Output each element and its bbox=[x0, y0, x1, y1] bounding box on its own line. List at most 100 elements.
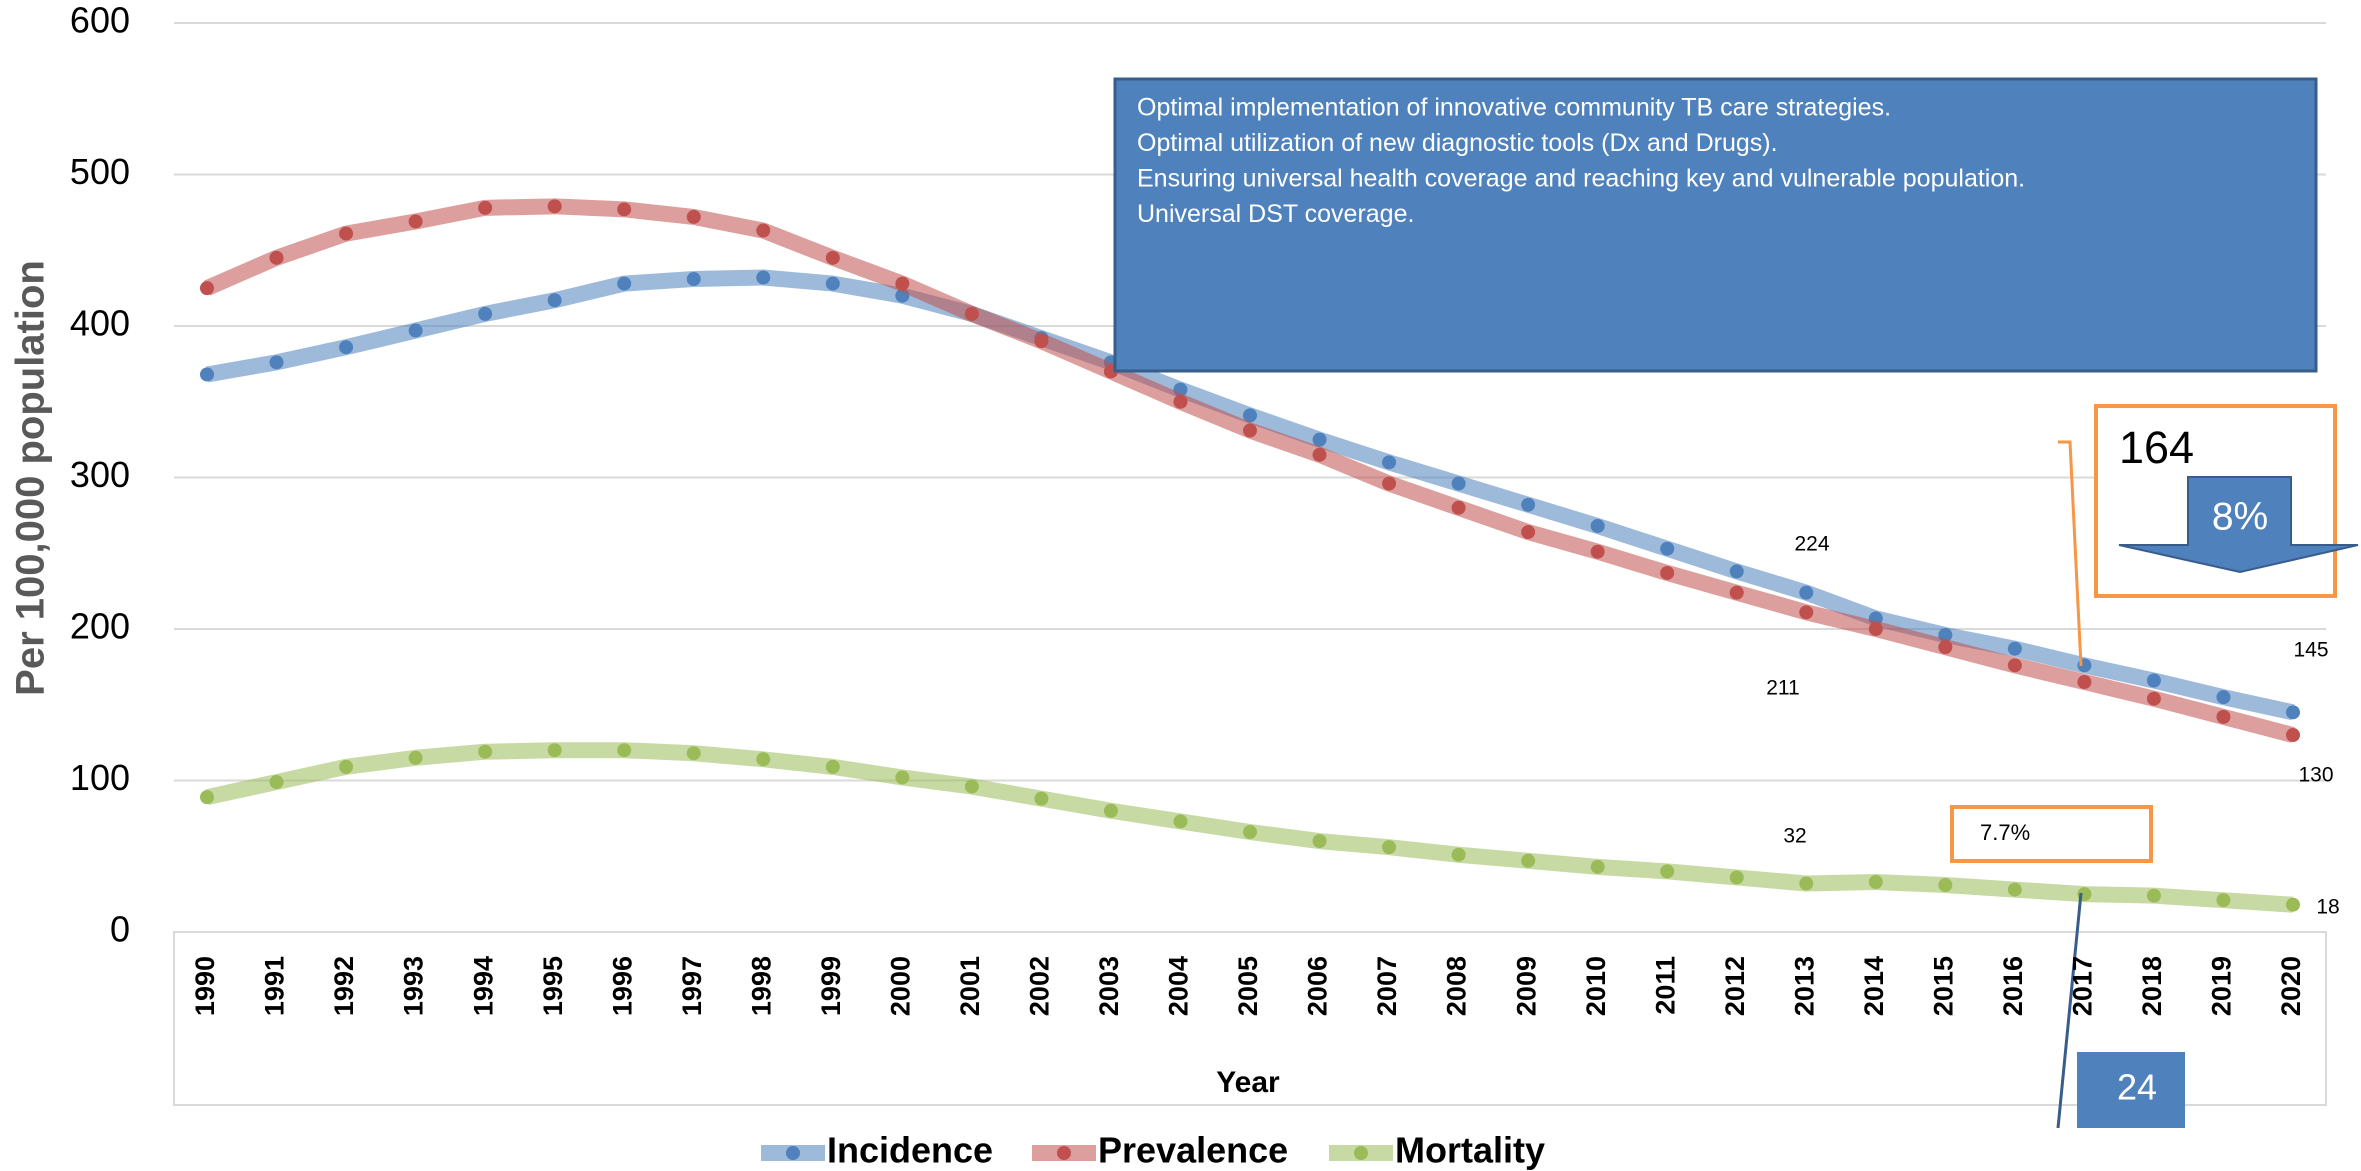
y-tick-label: 600 bbox=[70, 0, 130, 41]
y-tick-label: 300 bbox=[70, 454, 130, 495]
data-point bbox=[2146, 691, 2161, 706]
y-tick-label: 0 bbox=[110, 909, 130, 950]
data-point bbox=[1382, 455, 1397, 470]
data-point bbox=[617, 743, 632, 758]
x-tick-label: 1990 bbox=[190, 956, 220, 1016]
x-tick-label: 1997 bbox=[677, 956, 707, 1016]
callout-box bbox=[2077, 1052, 2185, 1128]
data-point bbox=[1034, 334, 1049, 349]
data-point bbox=[1382, 476, 1397, 491]
data-point bbox=[2216, 690, 2231, 705]
legend-marker bbox=[786, 1146, 800, 1160]
x-tick-label: 2013 bbox=[1789, 956, 1819, 1016]
data-label: 130 bbox=[2298, 764, 2333, 787]
x-tick-label: 2001 bbox=[955, 956, 985, 1016]
data-point bbox=[1173, 394, 1188, 409]
y-tick-label: 400 bbox=[70, 303, 130, 344]
data-point bbox=[2286, 897, 2300, 912]
x-tick-label: 1995 bbox=[538, 956, 568, 1016]
x-tick-label: 2008 bbox=[1442, 956, 1472, 1016]
data-point bbox=[2146, 673, 2161, 688]
data-point bbox=[1243, 408, 1257, 423]
data-point bbox=[1660, 541, 1675, 556]
data-label: 224 bbox=[1794, 533, 1829, 556]
data-point bbox=[686, 209, 701, 224]
x-tick-label: 2012 bbox=[1720, 956, 1750, 1016]
data-point bbox=[825, 250, 840, 265]
data-label: 18 bbox=[2316, 896, 2339, 919]
data-point bbox=[825, 759, 840, 774]
data-point bbox=[1729, 585, 1744, 600]
data-point bbox=[200, 790, 214, 805]
x-tick-label: 1992 bbox=[329, 956, 359, 1016]
y-tick-label: 500 bbox=[70, 151, 130, 192]
legend-label: Incidence bbox=[827, 1130, 993, 1171]
y-tick-label: 100 bbox=[70, 757, 130, 798]
x-tick-label: 1994 bbox=[468, 956, 498, 1016]
data-point bbox=[2146, 888, 2161, 903]
x-tick-label: 2002 bbox=[1025, 956, 1055, 1016]
data-point bbox=[1173, 814, 1188, 829]
x-tick-label: 1998 bbox=[746, 956, 776, 1016]
annotation: 7.7% bbox=[1980, 820, 2030, 845]
x-tick-label: 2006 bbox=[1303, 956, 1333, 1016]
data-point bbox=[895, 770, 910, 785]
x-tick-label: 2009 bbox=[1511, 956, 1541, 1016]
data-point bbox=[756, 270, 771, 285]
data-point bbox=[408, 214, 423, 229]
data-point bbox=[1451, 847, 1466, 862]
x-tick-label: 2019 bbox=[2207, 956, 2237, 1016]
data-point bbox=[756, 752, 771, 767]
legend-marker bbox=[1057, 1146, 1071, 1160]
annotation: 164 bbox=[2119, 422, 2194, 473]
data-point bbox=[408, 750, 423, 765]
data-point bbox=[1660, 565, 1675, 580]
x-tick-label: 2017 bbox=[2068, 956, 2098, 1016]
data-point bbox=[200, 281, 214, 296]
data-point bbox=[1868, 875, 1883, 890]
text-box-line: Optimal implementation of innovative com… bbox=[1137, 94, 1891, 122]
data-point bbox=[964, 779, 979, 794]
data-point bbox=[686, 746, 701, 761]
data-point bbox=[964, 306, 979, 321]
data-point bbox=[1660, 864, 1675, 879]
data-point bbox=[617, 276, 632, 291]
data-point bbox=[1799, 876, 1814, 891]
data-point bbox=[617, 202, 632, 217]
y-tick-label: 200 bbox=[70, 606, 130, 647]
data-point bbox=[200, 367, 214, 382]
callout-line bbox=[2056, 892, 2083, 1129]
data-point bbox=[547, 293, 562, 308]
data-point bbox=[478, 744, 493, 759]
data-point bbox=[1521, 497, 1536, 512]
annotation: 24 bbox=[2117, 1067, 2157, 1108]
y-axis-label: Per 100,000 population bbox=[9, 260, 53, 696]
data-point bbox=[1590, 859, 1605, 874]
data-point bbox=[1938, 640, 1953, 655]
x-tick-label: 2010 bbox=[1581, 956, 1611, 1016]
data-point bbox=[478, 306, 493, 321]
data-point bbox=[2007, 641, 2022, 656]
callout-box bbox=[1950, 805, 2153, 863]
x-tick-label: 2000 bbox=[885, 956, 915, 1016]
text-box-line: Ensuring universal health coverage and r… bbox=[1137, 165, 2025, 193]
x-tick-label: 2020 bbox=[2276, 956, 2306, 1016]
annotation: 8% bbox=[2212, 495, 2268, 538]
data-point bbox=[1382, 840, 1397, 855]
x-tick-label: 1993 bbox=[399, 956, 429, 1016]
data-point bbox=[2007, 658, 2022, 673]
data-point bbox=[269, 250, 284, 265]
data-point bbox=[1729, 564, 1744, 579]
data-point bbox=[825, 276, 840, 291]
data-label: 145 bbox=[2293, 639, 2328, 662]
data-point bbox=[756, 223, 771, 238]
callout-line bbox=[2058, 440, 2083, 667]
text-box-line: Optimal utilization of new diagnostic to… bbox=[1137, 129, 1778, 157]
x-tick-label: 2016 bbox=[1998, 956, 2028, 1016]
data-point bbox=[269, 355, 284, 370]
data-point bbox=[1312, 834, 1327, 849]
data-point bbox=[2216, 893, 2231, 908]
data-point bbox=[1312, 432, 1327, 447]
data-point bbox=[1312, 447, 1327, 462]
